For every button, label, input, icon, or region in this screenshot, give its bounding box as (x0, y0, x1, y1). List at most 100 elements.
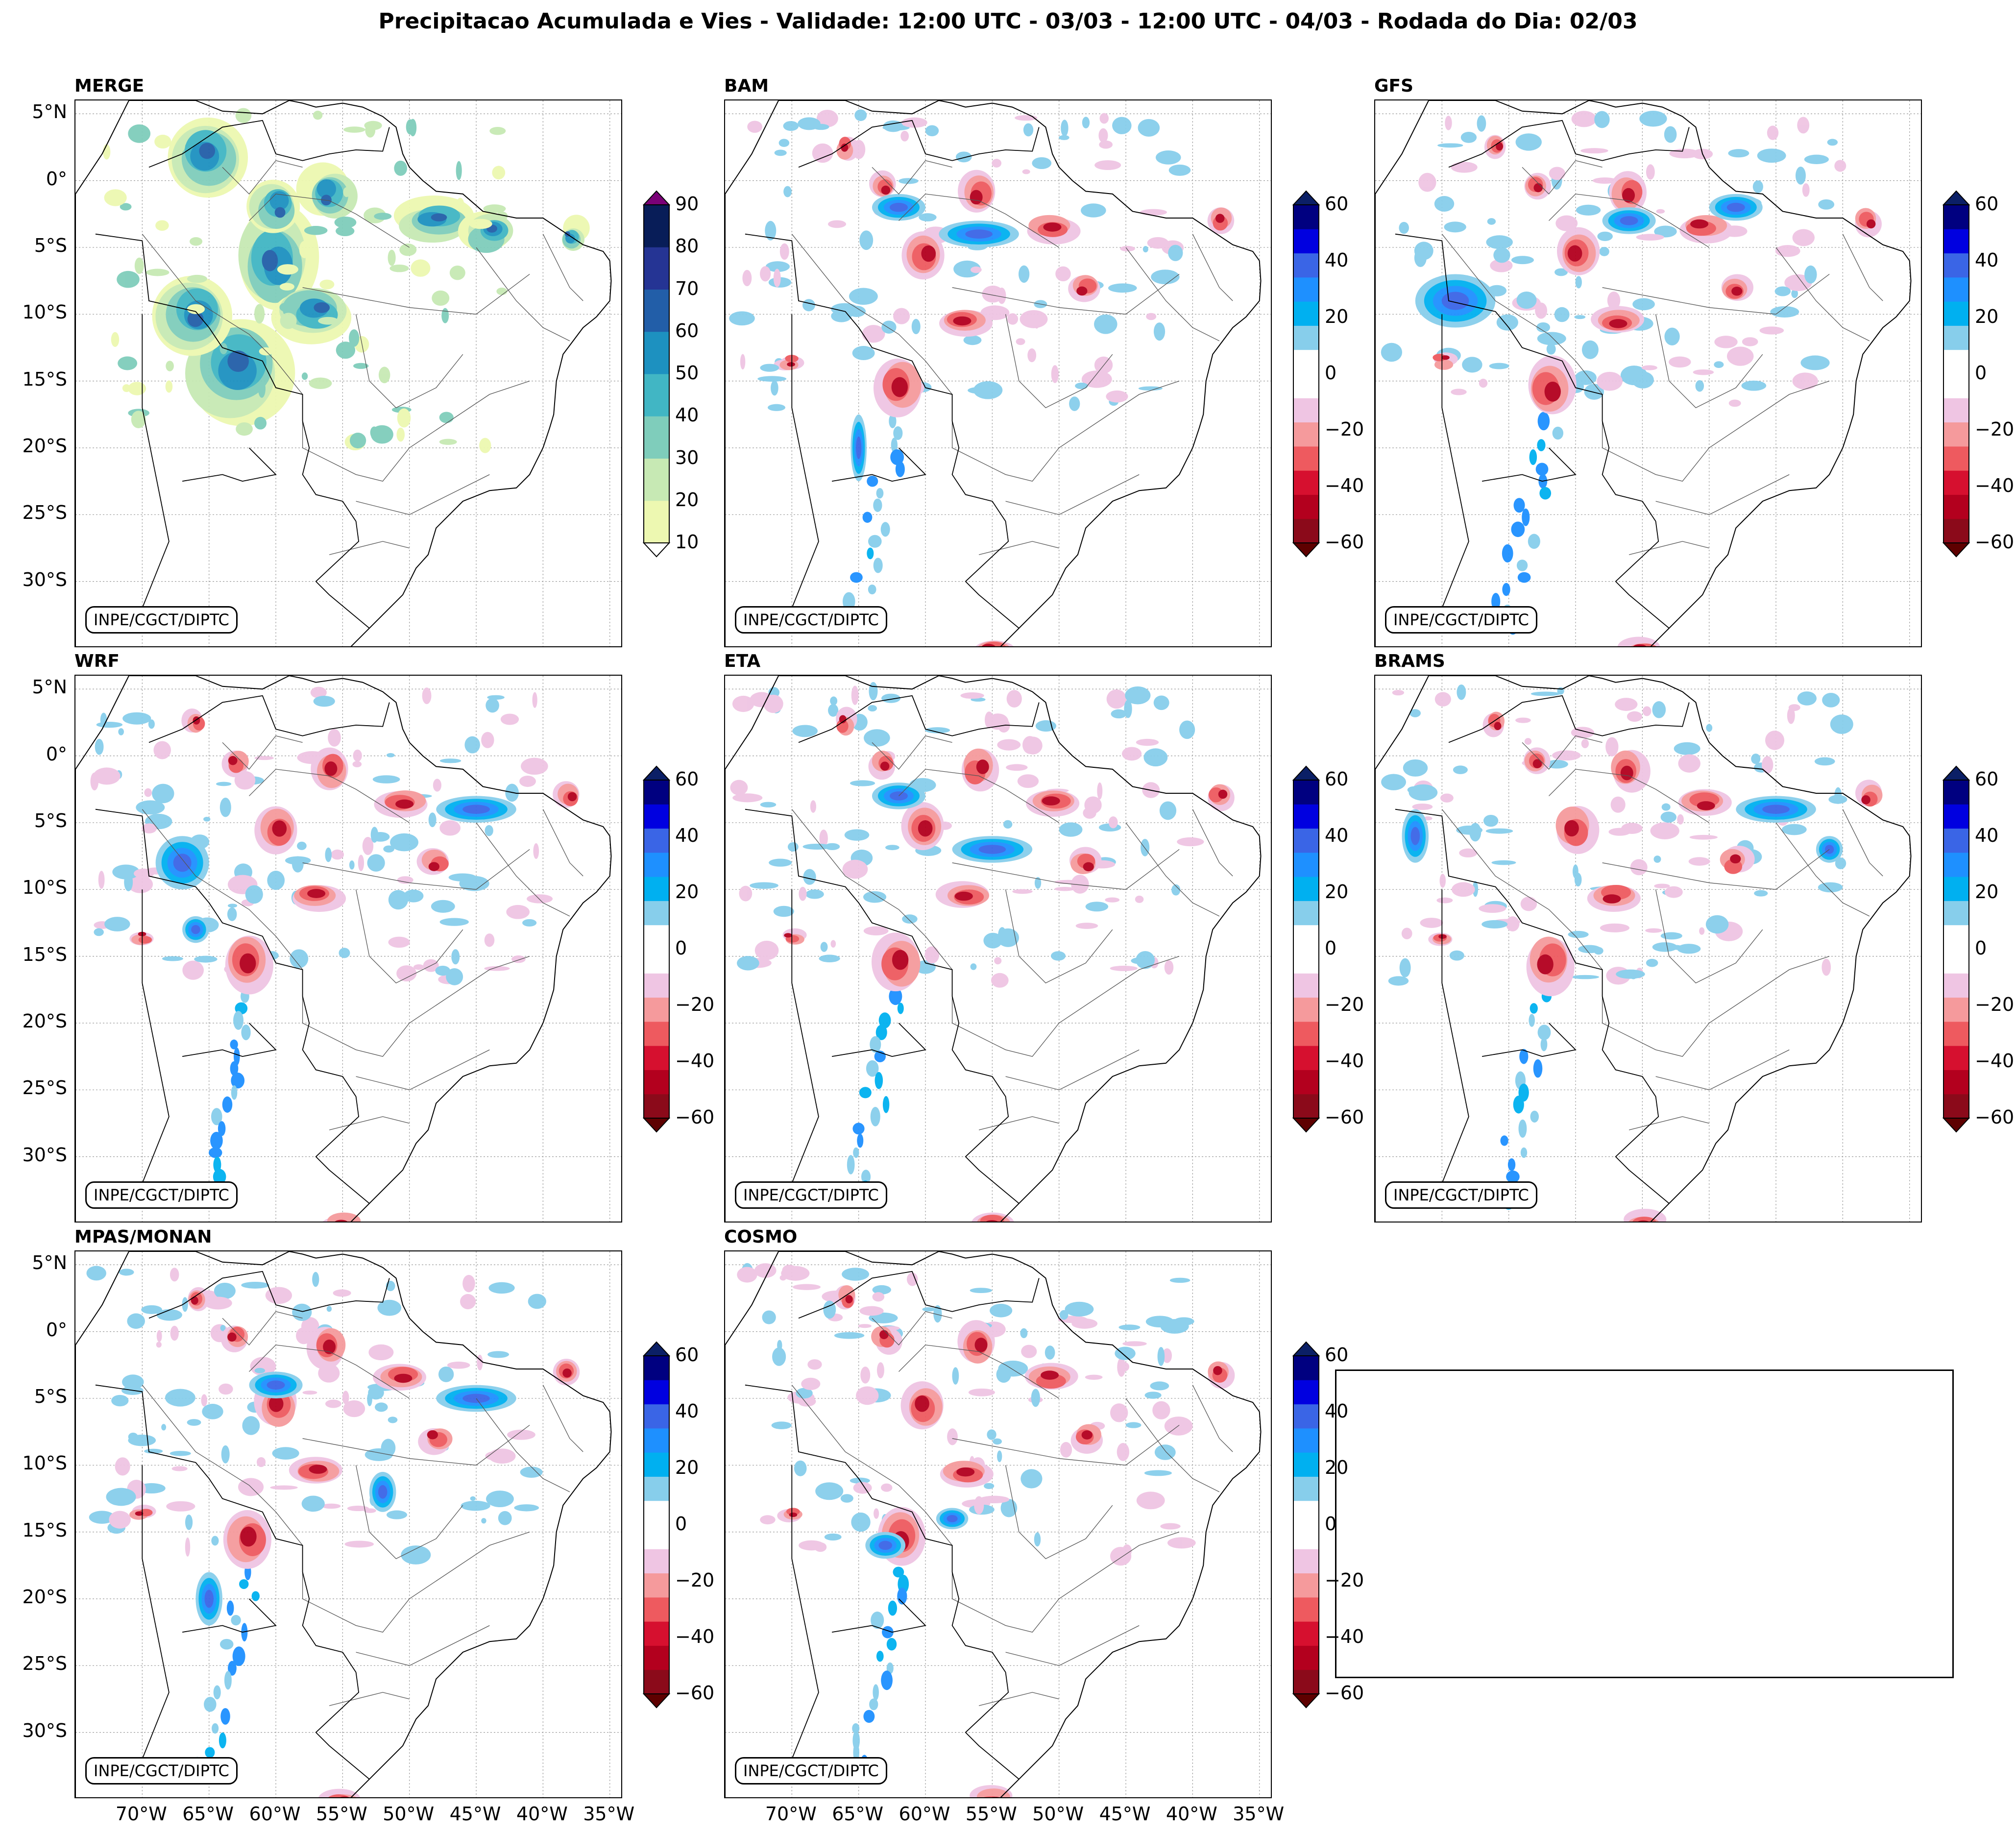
panel-title: BAM (724, 76, 769, 96)
lat-tick-label: 5°N (32, 101, 67, 123)
credit-label: INPE/CGCT/DIPTC (85, 606, 238, 634)
lat-tick-label: 15°S (22, 368, 67, 390)
colorbar-segment (1293, 1476, 1319, 1501)
colorbar-segment (644, 901, 669, 926)
bias-colorbar (643, 1341, 670, 1709)
colorbar-segment (1293, 901, 1319, 926)
panel-title: GFS (1374, 76, 1414, 96)
colorbar-segment (644, 1404, 669, 1429)
colorbar-segment (1293, 1669, 1319, 1694)
colorbar-segment (1943, 446, 1969, 471)
colorbar-tick-label: −40 (1325, 1050, 1364, 1072)
colorbar-segment (1943, 1046, 1969, 1070)
colorbar-segment (1293, 1500, 1319, 1525)
colorbar-tick-label: −40 (1975, 1050, 2015, 1072)
colorbar-tick-label: 0 (1325, 937, 1337, 959)
colorbar-segment (1943, 229, 1969, 254)
colorbar-segment (644, 997, 669, 1022)
colorbar-segment (1293, 852, 1319, 877)
credit-label: INPE/CGCT/DIPTC (85, 1757, 238, 1785)
colorbar-tick-label: 60 (1325, 193, 1349, 215)
colorbar-tick-label: 20 (675, 1457, 699, 1478)
colorbar-tick-label: 30 (675, 446, 699, 468)
panel-title: BRAMS (1374, 651, 1445, 671)
colorbar-tick-label: 40 (1325, 825, 1349, 846)
lat-tick-label: 10°S (22, 877, 67, 899)
colorbar-segment (1293, 253, 1319, 278)
colorbar-extend-max (643, 765, 670, 781)
colorbar-tick-label: 40 (1325, 249, 1349, 271)
lon-tick-label: 60°W (249, 1803, 301, 1825)
colorbar-tick-label: 60 (1325, 768, 1349, 790)
colorbar-segment (1943, 1021, 1969, 1046)
colorbar-segment (1293, 205, 1319, 229)
colorbar-segment (1943, 398, 1969, 423)
panel-title: MPAS/MONAN (74, 1227, 212, 1247)
colorbar-extend-max (1943, 765, 1970, 781)
map-panel: INPE/CGCT/DIPTC (1374, 99, 1922, 647)
colorbar-segment (644, 416, 669, 459)
colorbar-segment (644, 289, 669, 332)
lon-tick-label: 45°W (1099, 1803, 1151, 1825)
lat-tick-label: 20°S (22, 1010, 67, 1032)
colorbar-segment (1293, 301, 1319, 326)
colorbar-segment (1943, 205, 1969, 229)
colorbar-tick-label: −40 (1325, 1626, 1364, 1647)
colorbar-segment (1293, 374, 1319, 398)
lat-tick-label: 30°S (22, 568, 67, 590)
colorbar-segment (1293, 422, 1319, 447)
colorbar-tick-label: −40 (675, 1626, 715, 1647)
lon-tick-label: 70°W (115, 1803, 167, 1825)
colorbar-tick-label: 40 (675, 825, 699, 846)
colorbar-segment (1293, 1356, 1319, 1380)
colorbar-segment (1943, 518, 1969, 543)
lat-tick-label: 20°S (22, 1586, 67, 1608)
colorbar-segment (1293, 997, 1319, 1022)
lon-tick-label: 55°W (316, 1803, 367, 1825)
colorbar-tick-label: 40 (675, 404, 699, 426)
colorbar-extend-min (1292, 542, 1320, 558)
colorbar-segment (1293, 1621, 1319, 1646)
colorbar-tick-label: −60 (1975, 531, 2015, 553)
bias-colorbar (643, 765, 670, 1133)
colorbar-tick-label: 50 (675, 362, 699, 384)
colorbar-segment (644, 949, 669, 974)
credit-label: INPE/CGCT/DIPTC (85, 1181, 238, 1209)
lat-tick-label: 25°S (22, 1653, 67, 1675)
colorbar-extend-min (1292, 1118, 1320, 1133)
colorbar-segment (1293, 1094, 1319, 1119)
lat-tick-label: 5°S (34, 1385, 67, 1407)
colorbar-segment (644, 973, 669, 998)
colorbar-tick-label: −60 (1325, 531, 1364, 553)
colorbar-segment (1293, 470, 1319, 495)
colorbar-segment (1293, 494, 1319, 519)
map-panel: INPE/CGCT/DIPTC (724, 99, 1272, 647)
colorbar-tick-label: 0 (1975, 362, 1987, 384)
colorbar-segment (644, 1428, 669, 1453)
map-canvas (75, 1251, 621, 1797)
colorbar-segment (1943, 494, 1969, 519)
colorbar-tick-label: −60 (675, 1106, 715, 1128)
colorbar-segment (644, 247, 669, 290)
colorbar-segment (644, 852, 669, 877)
colorbar-extend-min (643, 1118, 670, 1133)
colorbar-segment (1943, 780, 1969, 805)
credit-label: INPE/CGCT/DIPTC (1385, 1181, 1537, 1209)
colorbar-segment (1943, 325, 1969, 350)
colorbar-segment (1943, 973, 1969, 998)
colorbar-tick-label: 0 (1325, 1513, 1337, 1535)
colorbar-segment (1943, 925, 1969, 950)
colorbar-segment (1293, 349, 1319, 374)
lon-tick-label: 65°W (182, 1803, 234, 1825)
map-canvas (75, 100, 621, 646)
colorbar-tick-label: −40 (1325, 475, 1364, 496)
lon-tick-label: 50°W (1032, 1803, 1084, 1825)
colorbar-segment (1293, 1549, 1319, 1574)
lon-tick-label: 60°W (899, 1803, 950, 1825)
map-panel: INPE/CGCT/DIPTC (74, 675, 622, 1223)
colorbar-segment (1943, 804, 1969, 829)
colorbar-tick-label: −60 (675, 1682, 715, 1704)
colorbar-segment (1293, 1380, 1319, 1405)
colorbar-segment (644, 1046, 669, 1070)
colorbar-segment (1293, 1645, 1319, 1670)
